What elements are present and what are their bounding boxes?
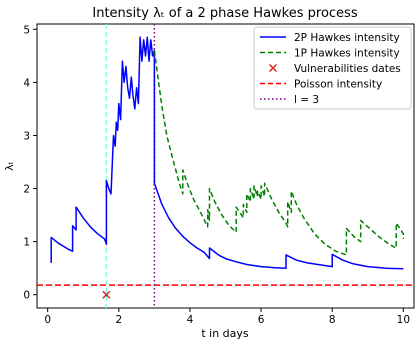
x-axis-label: t in days [201, 327, 249, 340]
y-axis-label: λₜ [3, 161, 16, 171]
vulnerability-marker [102, 290, 111, 299]
x-tick-label: 8 [329, 314, 336, 326]
x-tick-label: 6 [258, 314, 265, 326]
legend-entry: 1P Hawkes intensity [260, 48, 400, 60]
plot-frame [36, 23, 415, 309]
legend-label: 2P Hawkes intensity [294, 32, 400, 44]
y-tick-label: 2 [23, 184, 30, 196]
legend-box [253, 26, 412, 110]
chart-title: Intensity λₜ of a 2 phase Hawkes process [92, 6, 357, 21]
legend-swatch [268, 63, 278, 73]
legend-entry: Vulnerabilities dates [268, 63, 401, 75]
y-tick-label: 1 [23, 237, 30, 249]
legend-label: 1P Hawkes intensity [294, 48, 400, 60]
y-tick-label: 3 [23, 130, 30, 142]
legend-label: l = 3 [294, 94, 319, 106]
x-tick-label: 0 [44, 314, 51, 326]
x-tick-label: 4 [187, 314, 194, 326]
x-tick-label: 10 [397, 314, 410, 326]
legend-entry: 2P Hawkes intensity [260, 32, 400, 44]
series-2p-hawkes-line [50, 36, 404, 270]
legend-entry: Poisson intensity [260, 79, 382, 91]
legend: 2P Hawkes intensity 1P Hawkes intensity Vu… [253, 26, 412, 110]
legend-entry: l = 3 [260, 94, 319, 106]
y-tick-label: 0 [23, 290, 30, 302]
legend-label: Poisson intensity [294, 79, 382, 91]
legend-label: Vulnerabilities dates [294, 63, 401, 75]
y-tick-label: 5 [23, 24, 30, 36]
series-1p-hawkes-line [153, 50, 405, 256]
x-tick-label: 2 [115, 314, 122, 326]
y-tick-label: 4 [23, 77, 30, 89]
